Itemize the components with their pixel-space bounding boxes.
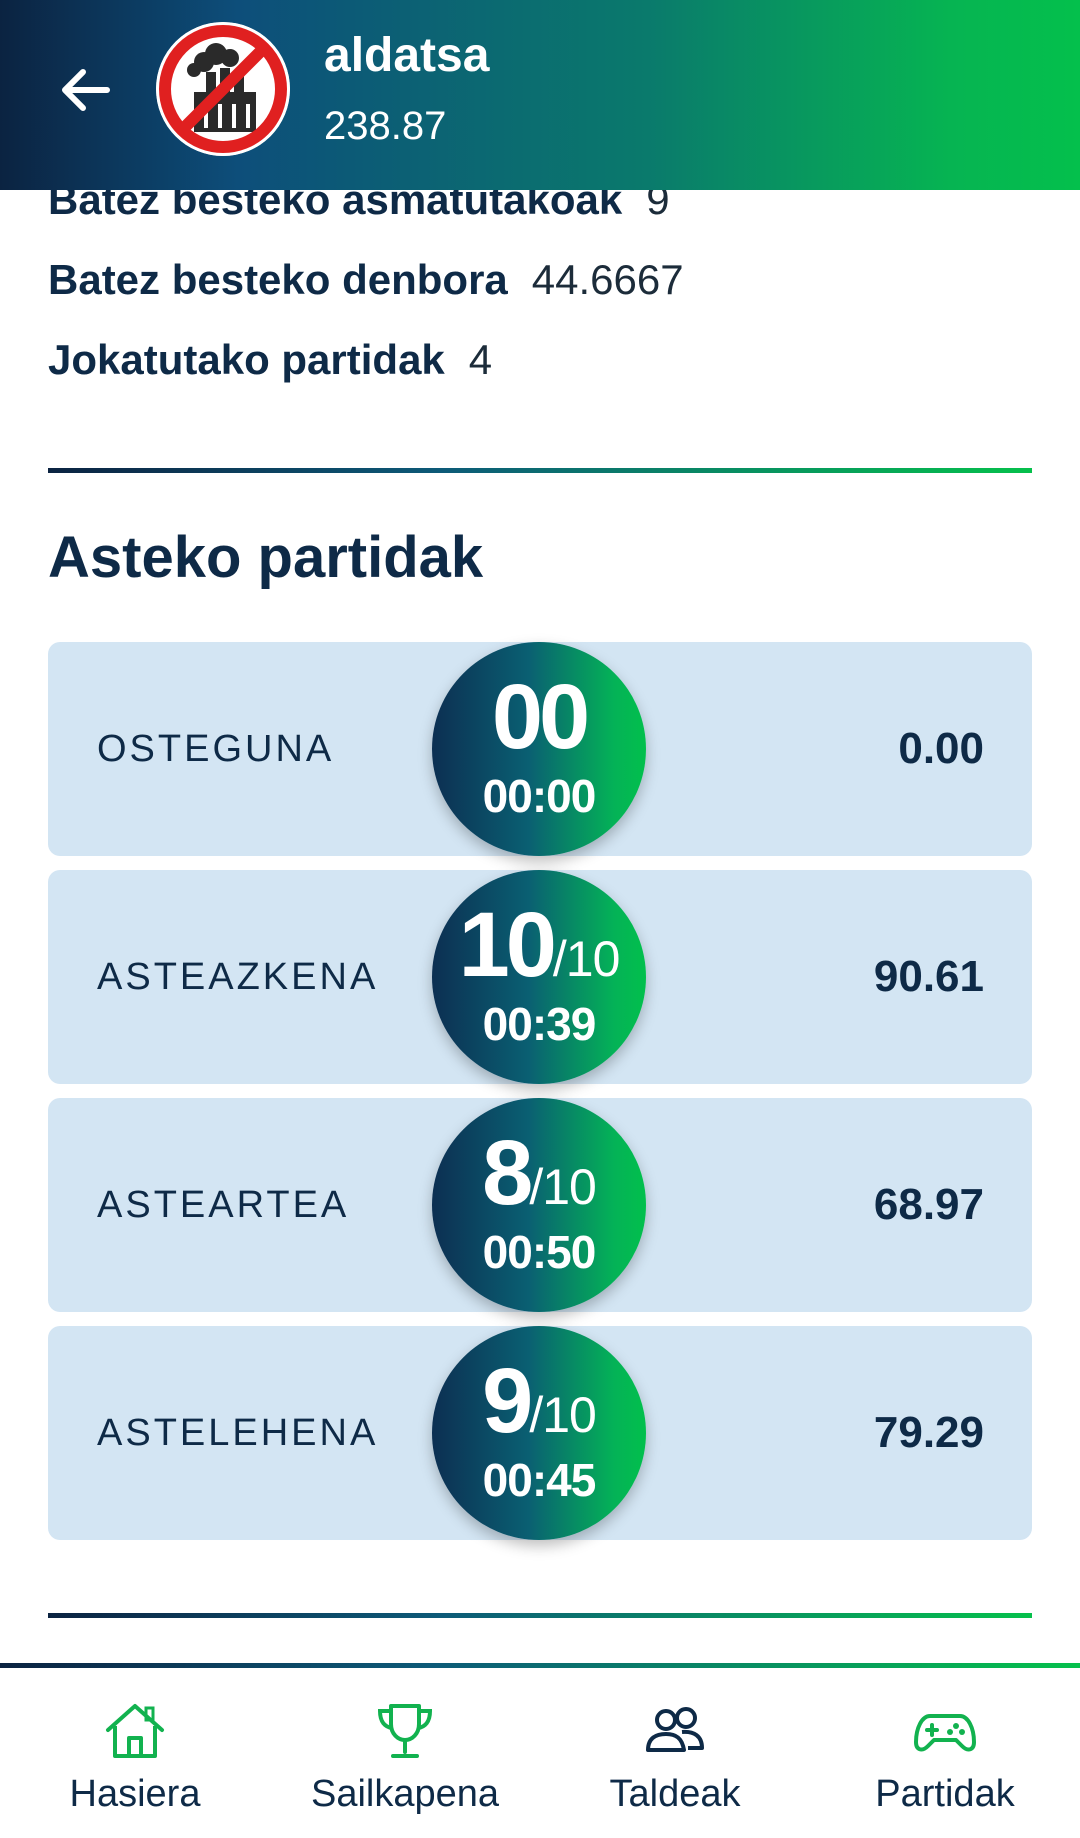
section-divider [48, 1613, 1032, 1618]
nav-divider [0, 1663, 1080, 1668]
game-day: ASTEARTEA [97, 1183, 350, 1226]
stat-label: Jokatutako partidak [48, 336, 445, 383]
arrow-left-icon [62, 69, 110, 111]
nav-item-home[interactable]: Hasiera [0, 1668, 270, 1838]
game-day: OSTEGUNA [97, 727, 335, 770]
game-card[interactable]: ASTEARTEA 8/10 00:50 68.97 [48, 1098, 1032, 1312]
stat-value: 44.6667 [531, 256, 684, 303]
nav-label: Partidak [875, 1773, 1015, 1815]
score-badge: 9/10 00:45 [432, 1326, 646, 1540]
game-points: 79.29 [873, 1408, 984, 1457]
player-name: aldatsa [324, 29, 490, 82]
correct-count: 9 [482, 1350, 533, 1452]
users-icon [646, 1707, 704, 1752]
avatar[interactable] [156, 22, 290, 156]
back-button[interactable] [50, 55, 120, 125]
game-time: 00:45 [482, 1454, 597, 1506]
gamepad-icon [914, 1714, 976, 1752]
bottom-nav: Hasiera Sailkapena Taldeak Partidak [0, 1668, 1080, 1838]
player-score: 238.87 [324, 104, 447, 148]
game-card[interactable]: OSTEGUNA 00 00:00 0.00 [48, 642, 1032, 856]
nav-item-ranking[interactable]: Sailkapena [270, 1668, 540, 1838]
nav-label: Taldeak [609, 1773, 741, 1815]
score-badge: 8/10 00:50 [432, 1098, 646, 1312]
total-count: /10 [529, 1387, 597, 1443]
correct-count: 10 [458, 894, 557, 996]
app-header: aldatsa 238.87 [0, 0, 1080, 190]
section-title: Asteko partidak [48, 525, 484, 590]
nav-label: Sailkapena [310, 1773, 500, 1815]
stat-value: 4 [468, 336, 493, 383]
nav-item-teams[interactable]: Taldeak [540, 1668, 810, 1838]
score-badge: 00 00:00 [432, 642, 646, 856]
score-badge: 10/10 00:39 [432, 870, 646, 1084]
correct-count: 8 [482, 1122, 533, 1224]
no-pollution-icon [156, 22, 290, 156]
nav-label: Hasiera [69, 1773, 201, 1815]
game-card[interactable]: ASTELEHENA 9/10 00:45 79.29 [48, 1326, 1032, 1540]
section-divider [48, 468, 1032, 473]
stat-label: Batez besteko denbora [48, 256, 508, 303]
game-points: 68.97 [873, 1180, 984, 1229]
game-day: ASTEAZKENA [97, 955, 379, 998]
game-time: 00:50 [482, 1226, 597, 1278]
total-count: /10 [552, 931, 621, 987]
trophy-icon [377, 1704, 433, 1758]
game-card[interactable]: ASTEAZKENA 10/10 00:39 90.61 [48, 870, 1032, 1084]
home-icon [106, 1704, 164, 1758]
nav-item-games[interactable]: Partidak [810, 1668, 1080, 1838]
total-count: /10 [529, 1159, 597, 1215]
game-time: 00:39 [482, 998, 597, 1050]
game-day: ASTELEHENA [97, 1411, 379, 1454]
game-points: 90.61 [873, 952, 984, 1001]
stat-average-time: Batez besteko denbora 44.6667 [48, 256, 684, 304]
game-points: 0.00 [898, 724, 984, 773]
stat-games-played: Jokatutako partidak 4 [48, 336, 492, 384]
correct-count: 00 [491, 666, 590, 768]
game-time: 00:00 [482, 770, 597, 822]
